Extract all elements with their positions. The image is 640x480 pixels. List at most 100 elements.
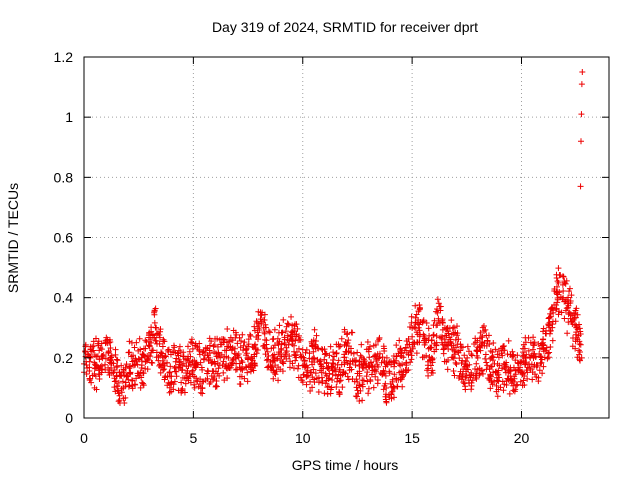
data-point	[464, 343, 471, 350]
data-point	[220, 336, 227, 343]
data-point	[333, 384, 340, 391]
data-point	[413, 350, 420, 357]
data-point	[184, 343, 191, 350]
data-point	[285, 321, 292, 328]
data-point	[337, 377, 344, 384]
data-point	[149, 360, 156, 367]
data-point	[136, 372, 143, 379]
data-point	[468, 379, 475, 386]
data-point	[207, 379, 214, 386]
data-point	[208, 338, 215, 345]
data-point	[405, 336, 412, 343]
data-point	[472, 374, 479, 381]
data-point	[482, 351, 489, 358]
data-point	[490, 354, 497, 361]
data-point	[240, 342, 247, 349]
data-point	[183, 356, 190, 363]
data-point	[286, 353, 293, 360]
data-point	[566, 309, 573, 316]
data-point	[325, 376, 332, 383]
data-point	[344, 340, 351, 347]
data-point	[323, 350, 330, 357]
data-point	[105, 349, 112, 356]
data-point	[254, 329, 261, 336]
data-point	[286, 364, 293, 371]
data-point	[364, 339, 371, 346]
data-point	[430, 322, 437, 329]
data-point	[425, 337, 432, 344]
data-point	[172, 363, 179, 370]
data-point	[382, 380, 389, 387]
data-point	[477, 347, 484, 354]
data-point	[477, 335, 484, 342]
data-point	[520, 377, 527, 384]
data-point	[356, 382, 363, 389]
data-point	[506, 390, 513, 397]
data-point	[318, 369, 325, 376]
data-point	[186, 348, 193, 355]
data-point	[160, 360, 167, 367]
data-point	[462, 368, 469, 375]
data-point	[284, 336, 291, 343]
data-point	[474, 354, 481, 361]
data-point	[140, 380, 147, 387]
data-point	[82, 343, 89, 350]
data-point	[570, 310, 577, 317]
data-point	[274, 335, 281, 342]
data-point	[488, 377, 495, 384]
data-point	[403, 367, 410, 374]
data-point	[454, 323, 461, 330]
data-point	[292, 357, 299, 364]
data-point	[245, 354, 252, 361]
data-point	[171, 378, 178, 385]
y-tick-label: 1	[65, 109, 73, 125]
data-point	[547, 327, 554, 334]
data-point	[258, 318, 265, 325]
data-point	[390, 384, 397, 391]
data-point	[366, 354, 373, 361]
data-point	[165, 346, 172, 353]
data-point	[156, 331, 163, 338]
data-point	[396, 337, 403, 344]
data-point	[192, 340, 199, 347]
data-point	[520, 357, 527, 364]
data-point	[278, 340, 285, 347]
data-point	[501, 347, 508, 354]
data-point	[126, 349, 133, 356]
data-point	[479, 370, 486, 377]
data-point	[397, 345, 404, 352]
data-point	[251, 353, 258, 360]
data-point	[455, 336, 462, 343]
data-point	[507, 366, 514, 373]
data-point	[142, 345, 149, 352]
data-point	[112, 351, 119, 358]
data-point	[568, 292, 575, 299]
data-point	[105, 369, 112, 376]
y-axis-label: SRMTID / TECUs	[5, 183, 21, 293]
data-point	[138, 364, 145, 371]
data-point	[389, 378, 396, 385]
data-point	[357, 387, 364, 394]
data-point	[121, 372, 128, 379]
data-point	[330, 349, 337, 356]
data-point	[251, 362, 258, 369]
data-point	[368, 371, 375, 378]
data-point	[131, 344, 138, 351]
data-point	[364, 369, 371, 376]
data-point	[566, 288, 573, 295]
data-point	[215, 349, 222, 356]
data-point	[122, 379, 129, 386]
data-point	[435, 300, 442, 307]
data-point	[142, 358, 149, 365]
data-point	[461, 352, 468, 359]
data-point	[555, 265, 562, 272]
data-point	[376, 350, 383, 357]
data-point	[116, 369, 123, 376]
data-point	[376, 334, 383, 341]
data-point	[472, 366, 479, 373]
data-point	[238, 373, 245, 380]
data-point	[255, 308, 262, 315]
data-point	[548, 305, 555, 312]
data-point	[358, 341, 365, 348]
data-point	[452, 359, 459, 366]
